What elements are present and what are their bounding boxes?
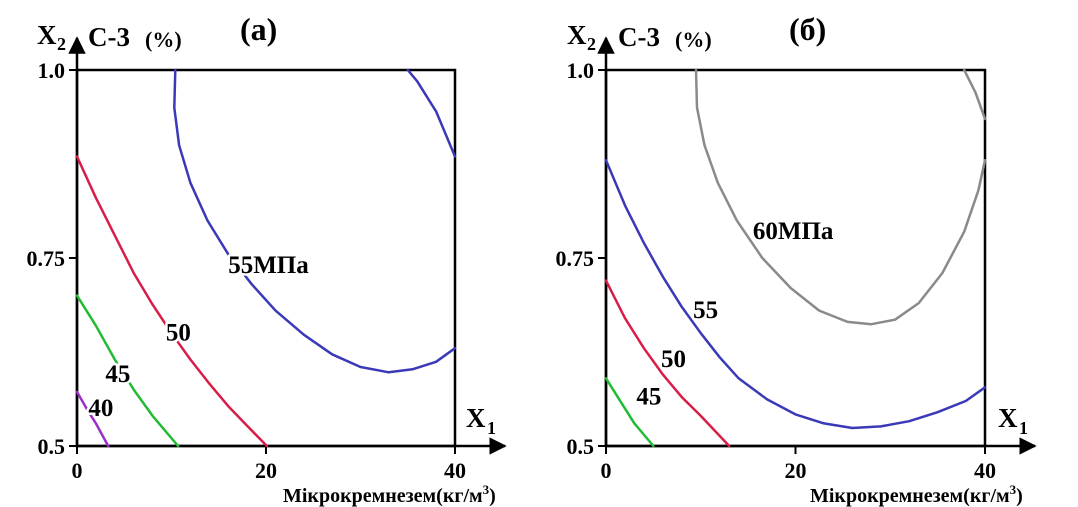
x-axis-subscript: 1 [487,418,496,438]
x-tick-label: 0 [601,458,612,483]
x-axis-symbol: X [998,403,1018,433]
y-axis-unit: (%) [145,27,182,52]
y-axis-subscript: 2 [57,34,66,54]
contour-label: 50 [166,320,191,347]
x-axis-label: Мікрокремнезем(кг/м3) [283,482,496,507]
y-tick-label: 0.5 [38,434,66,459]
contour-line-55МПа [173,68,457,374]
contour-line-50 [604,279,731,448]
contour-label: 55 [693,297,718,324]
x-axis-label: Мікрокремнезем(кг/м3) [810,482,1023,507]
y-axis-symbol: X [567,20,587,50]
x-tick-label: 0 [72,458,83,483]
contour-line-40 [75,390,110,448]
contour-label: 45 [636,384,661,411]
plot-frame [604,68,987,448]
contour-line-50 [75,155,269,448]
x-tick-label: 40 [974,458,996,483]
y-tick-label: 1.0 [567,58,595,83]
y-axis-label: С-3 [618,22,660,52]
contour-label: 50 [661,346,686,373]
y-axis-label: С-3 [88,22,130,52]
y-axis-unit: (%) [675,27,712,52]
y-axis-subscript: 2 [587,34,596,54]
contour-label: 60МПа [753,218,834,245]
chart-panel-b: X 2 С-3 (%) (б) X 1 Мікрокремнезем(кг/м3… [556,11,1037,507]
y-tick-label: 0.75 [556,246,595,271]
contour-line-45 [604,377,655,448]
chart-title: (а) [240,11,277,47]
x-tick-label: 40 [444,458,466,483]
chart-title: (б) [789,11,826,47]
x-axis-symbol: X [466,403,486,433]
chart-panel-a: X 2 С-3 (%) (а) X 1 Мікрокремнезем(кг/м3… [27,11,507,507]
contour-label: 55МПа [228,252,309,279]
contour-label: 40 [88,395,113,422]
y-tick-label: 1.0 [38,58,66,83]
x-tick-label: 20 [255,458,277,483]
contour-line-45 [75,294,180,448]
y-tick-label: 0.75 [27,246,66,271]
contour-line-55 [604,158,987,430]
y-tick-label: 0.5 [567,434,595,459]
y-axis-symbol: X [37,20,57,50]
contour-line-60МПа [694,68,987,326]
x-tick-label: 20 [785,458,807,483]
contour-label: 45 [105,361,130,388]
x-axis-subscript: 1 [1019,418,1028,438]
